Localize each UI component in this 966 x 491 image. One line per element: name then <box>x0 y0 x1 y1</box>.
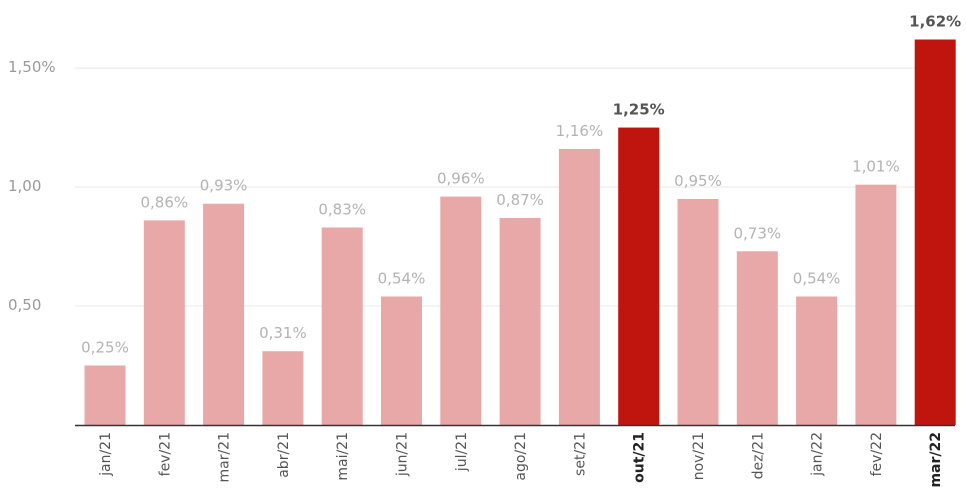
bar-mar-22 <box>914 39 956 426</box>
value-label: 1,01% <box>852 158 900 176</box>
x-tick-label: fev/22 <box>869 432 885 476</box>
value-label: 0,87% <box>496 191 544 209</box>
x-tick-label: mar/21 <box>217 432 233 483</box>
x-axis-ticks: jan/21 fev/21 mar/21 abr/21 mai/21 jun/21 jul/… <box>98 432 944 488</box>
y-tick-label: 1,50% <box>8 58 56 76</box>
x-tick-label: jun/21 <box>395 432 411 477</box>
y-tick-label: 1,00 <box>8 177 41 195</box>
value-label: 0,93% <box>200 177 248 195</box>
x-tick-label: ago/21 <box>513 432 529 481</box>
value-label: 0,73% <box>733 224 781 242</box>
value-labels: 0,25% 0,86% 0,93% 0,31% 0,83% 0,54% 0,96% 0,87%… <box>81 13 961 357</box>
bar-mai-21 <box>321 227 363 425</box>
bar-jan-22 <box>796 296 838 425</box>
value-label: 1,62% <box>909 13 961 31</box>
value-label: 0,95% <box>674 172 722 190</box>
x-tick-label: mai/21 <box>335 432 351 481</box>
value-label: 0,54% <box>378 270 426 288</box>
bar-fev-21 <box>143 220 185 425</box>
value-label: 0,83% <box>318 201 366 219</box>
bar-jan-21 <box>84 365 126 425</box>
value-label: 0,54% <box>793 270 841 288</box>
value-label: 0,25% <box>81 339 129 357</box>
x-tick-label: jul/21 <box>454 432 470 472</box>
bar-fev-22 <box>855 184 897 425</box>
bar-out-21 <box>618 127 660 425</box>
value-label: 0,96% <box>437 170 485 188</box>
bar-mar-21 <box>203 203 245 425</box>
value-label: 0,86% <box>140 193 188 211</box>
y-axis-ticks: 0,50 1,00 1,50% <box>8 58 56 314</box>
y-tick-label: 0,50 <box>8 296 41 314</box>
x-tick-label: fev/21 <box>157 432 173 476</box>
x-tick-label: jan/22 <box>810 432 826 477</box>
x-tick-label: jan/21 <box>98 432 114 477</box>
bar-jul-21 <box>440 196 482 425</box>
bar-set-21 <box>558 148 600 426</box>
x-tick-label: out/21 <box>632 432 648 483</box>
value-label: 1,25% <box>613 101 665 119</box>
bar-nov-21 <box>677 198 719 425</box>
bar-abr-21 <box>262 351 304 425</box>
bars <box>84 39 956 426</box>
x-tick-label: set/21 <box>572 432 588 476</box>
value-label: 1,16% <box>556 122 604 140</box>
bar-dez-21 <box>736 251 778 425</box>
x-tick-label: mar/22 <box>928 432 944 487</box>
value-label: 0,31% <box>259 324 307 342</box>
x-tick-label: abr/21 <box>276 432 292 478</box>
x-tick-label: dez/21 <box>750 432 766 479</box>
bar-jun-21 <box>381 296 422 425</box>
x-tick-label: nov/21 <box>691 432 707 480</box>
bar-ago-21 <box>499 217 541 425</box>
